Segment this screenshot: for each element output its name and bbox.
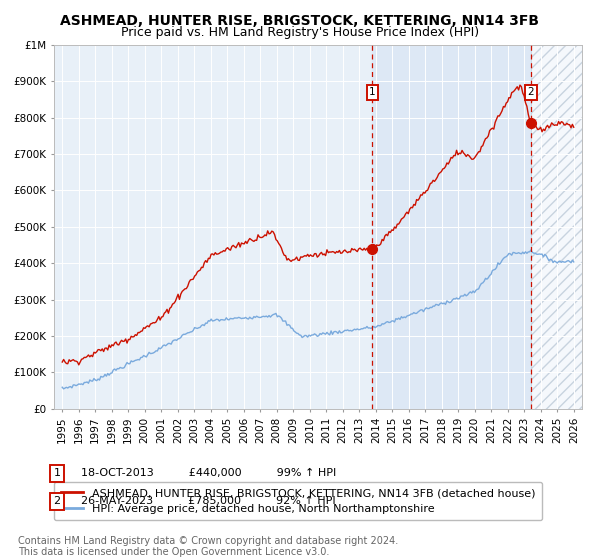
Text: ASHMEAD, HUNTER RISE, BRIGSTOCK, KETTERING, NN14 3FB: ASHMEAD, HUNTER RISE, BRIGSTOCK, KETTERI…: [61, 14, 539, 28]
Text: Contains HM Land Registry data © Crown copyright and database right 2024.
This d: Contains HM Land Registry data © Crown c…: [18, 535, 398, 557]
Text: 1: 1: [369, 87, 376, 97]
Text: 1: 1: [53, 468, 61, 478]
Text: 26-MAY-2023          £785,000          92% ↑ HPI: 26-MAY-2023 £785,000 92% ↑ HPI: [81, 496, 335, 506]
Bar: [373, 45, 531, 409]
Legend: ASHMEAD, HUNTER RISE, BRIGSTOCK, KETTERING, NN14 3FB (detached house), HPI: Aver: ASHMEAD, HUNTER RISE, BRIGSTOCK, KETTERI…: [54, 482, 542, 520]
Bar: [531, 45, 582, 409]
Text: 18-OCT-2013          £440,000          99% ↑ HPI: 18-OCT-2013 £440,000 99% ↑ HPI: [81, 468, 336, 478]
Text: 2: 2: [527, 87, 534, 97]
Text: Price paid vs. HM Land Registry's House Price Index (HPI): Price paid vs. HM Land Registry's House …: [121, 26, 479, 39]
Text: 2: 2: [53, 496, 61, 506]
